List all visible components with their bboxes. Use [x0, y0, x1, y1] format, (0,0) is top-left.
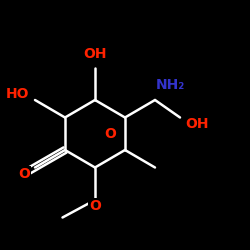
- Text: O: O: [89, 199, 101, 213]
- Text: OH: OH: [83, 47, 107, 61]
- Text: OH: OH: [186, 117, 209, 131]
- Text: O: O: [104, 127, 116, 141]
- Text: HO: HO: [6, 87, 29, 101]
- Text: O: O: [18, 167, 30, 181]
- Text: NH₂: NH₂: [156, 78, 184, 92]
